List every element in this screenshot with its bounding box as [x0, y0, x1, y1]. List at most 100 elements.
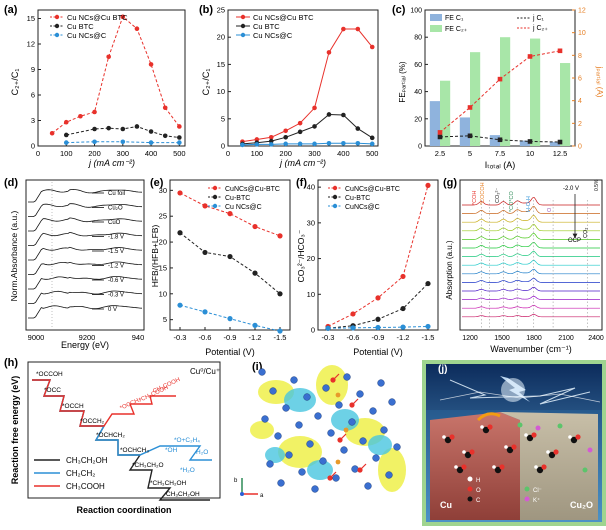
trace-d-2 — [28, 217, 143, 232]
bar-fe-c2-1 — [470, 52, 481, 146]
legend-f: CuNCs@Cu-BTC Cu-BTC CuNCs@C — [328, 185, 400, 211]
adsorbate-o-8 — [499, 464, 505, 470]
point-b-1-4 — [297, 129, 303, 135]
scene-frame — [422, 360, 606, 526]
panel-e: (e) HFB/(HFB+LFB) Potential (V) -0.3 -0.6… — [150, 177, 291, 357]
point-b-2-5 — [312, 141, 317, 147]
ytick-e-4: 25 — [159, 212, 167, 221]
adsorbate-o-3 — [511, 444, 517, 450]
point-b-0-1 — [254, 137, 260, 142]
point-a-0-9 — [177, 124, 182, 129]
point-a-1-6 — [162, 133, 168, 139]
legend-h-2: CH₃COOH — [66, 482, 105, 491]
atom-cu-27 — [277, 479, 285, 487]
xticks-e: -0.3 -0.6 -0.9 -1.2 -1.5 — [174, 327, 286, 342]
point-b-2-8 — [355, 140, 361, 146]
series-line-b-1 — [242, 113, 373, 145]
series-line-a-0 — [51, 15, 180, 134]
ion-cl-0 — [517, 422, 523, 428]
point-b-0-5 — [312, 105, 317, 111]
plot-a — [49, 14, 182, 145]
atom-cu-23 — [269, 387, 277, 395]
ytick-c-2: 40 — [414, 89, 422, 96]
species-h-2: *OCCH — [62, 403, 84, 410]
atom-cu-18 — [364, 482, 372, 490]
point-c-3-1 — [467, 105, 473, 110]
trace-label-d-0: Cu foil — [108, 191, 125, 197]
ylabel-a: C₂₊/C₁ — [10, 69, 20, 96]
point-b-2-7 — [341, 140, 346, 146]
species-h-8: *O+C₂H₄ — [174, 437, 200, 444]
point-a-0-7 — [148, 62, 154, 67]
legend-f-2: CuNCs@C — [345, 204, 380, 211]
point-f-1-4 — [425, 280, 431, 287]
yticks-a: 0 3 6 9 12 15 — [27, 14, 41, 151]
bar-fe-c1-2 — [489, 135, 500, 146]
legend-swatch-fe-c1 — [430, 14, 442, 21]
atom-cu-26 — [380, 426, 388, 434]
svg-text:O: O — [547, 207, 553, 212]
legend-marker-a-2 — [54, 32, 60, 38]
point-b-1-5 — [312, 124, 317, 129]
xtick-b-2: 200 — [279, 149, 292, 158]
legend-marker-f-1 — [332, 194, 338, 200]
ytick-b-5: 25 — [217, 6, 225, 15]
ytick-c-5: 100 — [410, 8, 422, 15]
atom-cu-6 — [340, 446, 348, 454]
legend-h: CH₃CH₂OH CH₂CH₂ CH₃COOH — [34, 456, 108, 491]
plot-g — [462, 194, 600, 328]
ylabel-b: C₂₊/C₁ — [201, 69, 211, 96]
point-e-0-1 — [202, 203, 208, 209]
series-line-e-0 — [179, 192, 281, 237]
spectrum-g-1 — [462, 206, 600, 214]
atom-cu-31 — [285, 451, 293, 459]
species-h-0: *OCCOH — [36, 371, 63, 378]
legend-e: CuNCs@Cu-BTC Cu-BTC Cu NCs@C — [208, 185, 280, 211]
bar-fe-c1-1 — [459, 117, 470, 146]
trace-label-d-2: CuO — [108, 220, 121, 226]
adsorbate-atoms — [442, 412, 593, 474]
point-a-2-4 — [177, 140, 182, 145]
point-c-3-3 — [527, 54, 533, 59]
adsorbate-c-9 — [536, 466, 544, 474]
xtick-f-4: -1.5 — [422, 333, 435, 342]
arrow-icon — [476, 412, 501, 422]
adsorbate-o-5 — [553, 449, 559, 455]
spectrum-g-2 — [462, 215, 600, 223]
series-line-b-2 — [242, 142, 373, 146]
panel-label-j: (j) — [438, 364, 447, 375]
point-c-2-0 — [437, 134, 443, 140]
ylabel-left-c: FEₚₐᵣₜᵢₐₗ (%) — [398, 61, 407, 102]
spectrum-g-11 — [462, 295, 600, 300]
point-e-2-4 — [277, 328, 283, 334]
point-c-2-1 — [467, 133, 473, 139]
legend-marker-e-1 — [212, 194, 218, 200]
legend-f-0: CuNCs@Cu-BTC — [345, 186, 400, 193]
xtick-a-3: 300 — [117, 149, 130, 158]
annotations-g: *COH *COCOH CO₃²⁻ *CO*CO H-O-H -2.0 V OC… — [472, 179, 600, 244]
point-a-1-2 — [106, 125, 111, 131]
spectrum-g-12 — [462, 304, 600, 309]
spectrum-g-7 — [462, 259, 600, 266]
point-e-0-4 — [277, 233, 283, 239]
species-h-15: CH₃CH₂OH — [166, 491, 200, 498]
ytick-a-3: 9 — [31, 65, 35, 74]
point-a-2-3 — [148, 140, 154, 145]
spectrum-g-10 — [462, 286, 600, 292]
trace-d-4 — [28, 246, 143, 261]
axis-label-b: b — [234, 478, 238, 484]
point-b-1-2 — [268, 138, 274, 144]
point-a-0-4 — [106, 54, 111, 60]
bar-fe-c2-2 — [500, 37, 511, 147]
xlabel-c: Iₜₒₜₐₗ (A) — [485, 160, 516, 170]
atom-cu-15 — [393, 443, 401, 451]
point-e-1-2 — [227, 253, 233, 260]
xtick-g-1: 1500 — [494, 335, 510, 342]
legend-marker-a-0 — [54, 14, 60, 20]
species-h-9: *OCHCH₃ — [120, 447, 149, 454]
xtick-d-1: 9200 — [79, 333, 96, 342]
legend-a-0: Cu NCs@Cu BTC — [67, 13, 128, 22]
atom-cu-19 — [261, 415, 269, 423]
xlabel-b: j (mA cm⁻²) — [279, 158, 326, 168]
axes-indicator-i: b a — [234, 478, 264, 499]
